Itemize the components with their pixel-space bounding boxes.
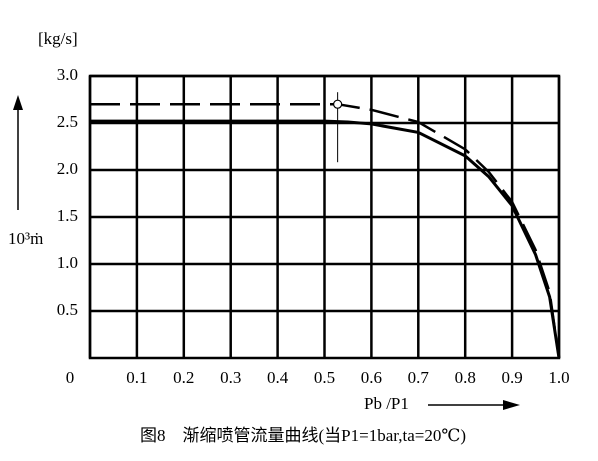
y-unit: [kg/s] [38,29,78,48]
x-arrow-head [503,400,520,410]
x-tick-label: 0.4 [267,368,289,387]
y-tick-label: 2.0 [57,159,78,178]
y-tick-label: 1.0 [57,253,78,272]
x-tick-label: 0.2 [173,368,194,387]
line [90,119,561,359]
x-tick-label: 0.1 [126,368,147,387]
y-tick-label: 1.5 [57,206,78,225]
x-tick-label: 0.8 [455,368,476,387]
line [90,102,561,359]
x-tick-label: 0.6 [361,368,382,387]
caption: 图8 渐缩喷管流量曲线(当P1=1bar,ta=20℃) [140,426,466,445]
x-tick-label: 1.0 [548,368,569,387]
y-tick-label: 2.5 [57,112,78,131]
y-tick-label: 0.5 [57,300,78,319]
y-tick-label: 3.0 [57,65,78,84]
x-axis-label: Pb /P1 [364,394,409,413]
x-tick-label: 0.3 [220,368,241,387]
x-tick-label: 0.7 [408,368,430,387]
plot-frame [88,74,561,360]
y-axis-label: 10³ṁ [8,229,43,248]
x-tick-label: 0 [66,368,75,387]
y-arrow-head [13,95,23,110]
x-tick-label: 0.5 [314,368,335,387]
critical-point [333,99,343,109]
x-tick-label: 0.9 [501,368,522,387]
